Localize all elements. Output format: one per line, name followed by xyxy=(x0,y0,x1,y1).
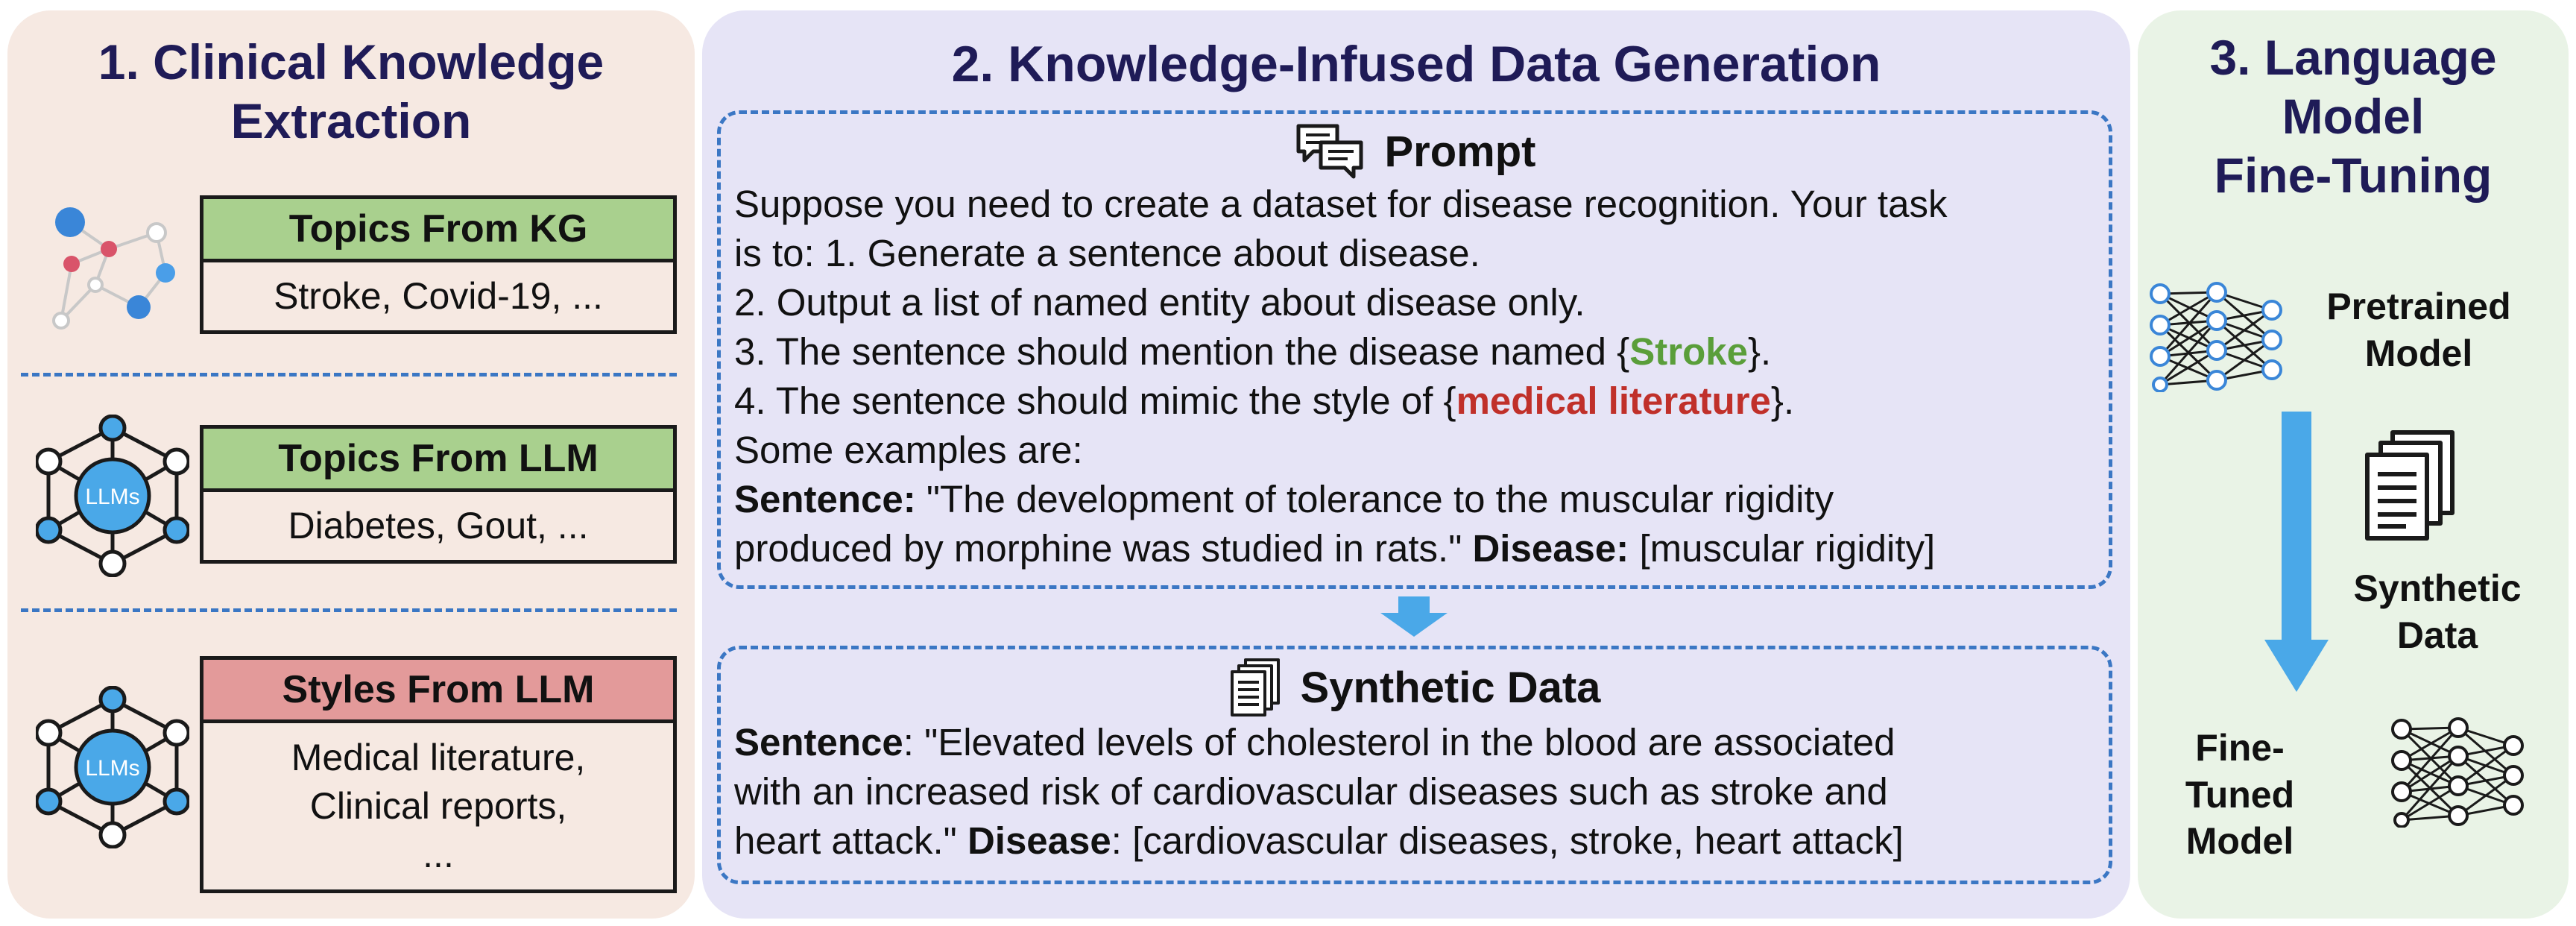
prompt-line: Suppose you need to create a dataset for… xyxy=(734,183,1948,225)
synthetic-line: heart attack." Disease: [cardiovascular … xyxy=(734,819,1904,862)
pretrained-model-label: Pretrained Model xyxy=(2326,286,2511,374)
topics-from-kg-header: Topics From KG xyxy=(203,199,673,262)
svg-text:LLMs: LLMs xyxy=(85,485,139,509)
topic-slot: Stroke xyxy=(1629,330,1748,373)
synthetic-data-label: Synthetic Data xyxy=(2353,567,2522,656)
topics-from-kg-box: Topics From KG Stroke, Covid-19, ... xyxy=(200,195,677,334)
panel3-title: 3. Language Model Fine-Tuning xyxy=(2209,30,2497,204)
synthetic-line: with an increased risk of cardiovascular… xyxy=(734,770,1888,813)
style-slot: medical literature xyxy=(1456,379,1771,422)
neural-network-icon xyxy=(2391,717,2524,828)
prompt-line: is to: 1. Generate a sentence about dise… xyxy=(734,232,1480,274)
synthetic-line: Sentence: "Elevated levels of cholestero… xyxy=(734,721,1895,763)
style-item: Medical literature, xyxy=(291,737,586,778)
chat-bubbles-icon xyxy=(1296,124,1363,179)
down-arrow-icon xyxy=(2264,412,2329,692)
prompt-line: Sentence: "The development of tolerance … xyxy=(734,478,1834,520)
documents-icon xyxy=(1230,658,1280,716)
neural-network-icon xyxy=(2150,282,2282,392)
synthetic-data-box: Synthetic Data Sentence: "Elevated level… xyxy=(717,646,2112,884)
llm-topics-list: Diabetes, Gout, ... xyxy=(288,505,589,547)
prompt-line: 2. Output a list of named entity about d… xyxy=(734,281,1585,324)
topics-from-llm-header: Topics From LLM xyxy=(203,429,673,492)
kg-topics-list: Stroke, Covid-19, ... xyxy=(274,275,603,317)
prompt-line: Some examples are: xyxy=(734,429,1083,471)
style-item: ... xyxy=(423,834,454,875)
knowledge-graph-icon xyxy=(52,207,175,330)
fine-tuning-panel xyxy=(2138,10,2569,919)
documents-icon xyxy=(2365,430,2455,541)
prompt-line: produced by morphine was studied in rats… xyxy=(734,527,1936,570)
divider xyxy=(21,608,677,612)
topics-from-llm-box: Topics From LLM Diabetes, Gout, ... xyxy=(200,425,677,564)
prompt-line: 3. The sentence should mention the disea… xyxy=(734,330,1772,373)
panel2-title: 2. Knowledge-Infused Data Generation xyxy=(951,36,1881,92)
prompt-title: Prompt xyxy=(1384,127,1536,176)
data-generation-panel xyxy=(702,10,2130,919)
divider xyxy=(21,373,677,377)
llm-network-icon: LLMs xyxy=(36,415,189,577)
styles-from-llm-box: Styles From LLM Medical literature, Clin… xyxy=(200,656,677,893)
styles-from-llm-header: Styles From LLM xyxy=(203,660,673,723)
prompt-box: Prompt Suppose you need to create a data… xyxy=(717,110,2112,589)
panel1-title: 1. Clinical Knowledge Extraction xyxy=(98,34,604,149)
fine-tuned-model-label: Fine-Tuned Model xyxy=(2185,727,2295,862)
style-item: Clinical reports, xyxy=(309,785,567,827)
down-arrow-icon xyxy=(1380,596,1448,637)
llm-network-icon: LLMs xyxy=(36,686,189,848)
svg-text:LLMs: LLMs xyxy=(85,756,139,781)
prompt-line: 4. The sentence should mimic the style o… xyxy=(734,379,1795,422)
synthetic-data-title: Synthetic Data xyxy=(1300,663,1601,712)
